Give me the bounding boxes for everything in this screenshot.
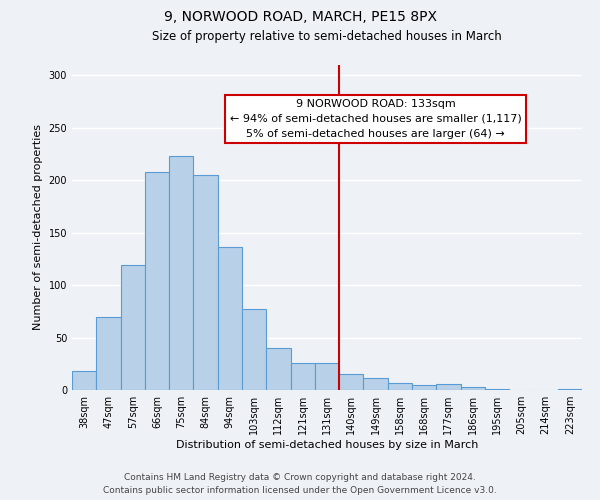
Text: 9 NORWOOD ROAD: 133sqm
← 94% of semi-detached houses are smaller (1,117)
5% of s: 9 NORWOOD ROAD: 133sqm ← 94% of semi-det…	[230, 99, 521, 138]
Bar	[266, 348, 290, 390]
Bar	[436, 384, 461, 390]
Bar	[461, 387, 485, 390]
Bar	[242, 310, 266, 390]
Bar	[169, 156, 193, 390]
Text: 9, NORWOOD ROAD, MARCH, PE15 8PX: 9, NORWOOD ROAD, MARCH, PE15 8PX	[163, 10, 437, 24]
Bar	[364, 378, 388, 390]
Bar	[388, 382, 412, 390]
X-axis label: Distribution of semi-detached houses by size in March: Distribution of semi-detached houses by …	[176, 440, 478, 450]
Bar	[339, 374, 364, 390]
Bar	[412, 385, 436, 390]
Bar	[145, 172, 169, 390]
Bar	[193, 175, 218, 390]
Text: Contains HM Land Registry data © Crown copyright and database right 2024.
Contai: Contains HM Land Registry data © Crown c…	[103, 474, 497, 495]
Bar	[72, 371, 96, 390]
Bar	[218, 248, 242, 390]
Bar	[121, 265, 145, 390]
Bar	[315, 362, 339, 390]
Y-axis label: Number of semi-detached properties: Number of semi-detached properties	[33, 124, 43, 330]
Bar	[558, 389, 582, 390]
Bar	[290, 362, 315, 390]
Bar	[96, 316, 121, 390]
Bar	[485, 389, 509, 390]
Title: Size of property relative to semi-detached houses in March: Size of property relative to semi-detach…	[152, 30, 502, 43]
